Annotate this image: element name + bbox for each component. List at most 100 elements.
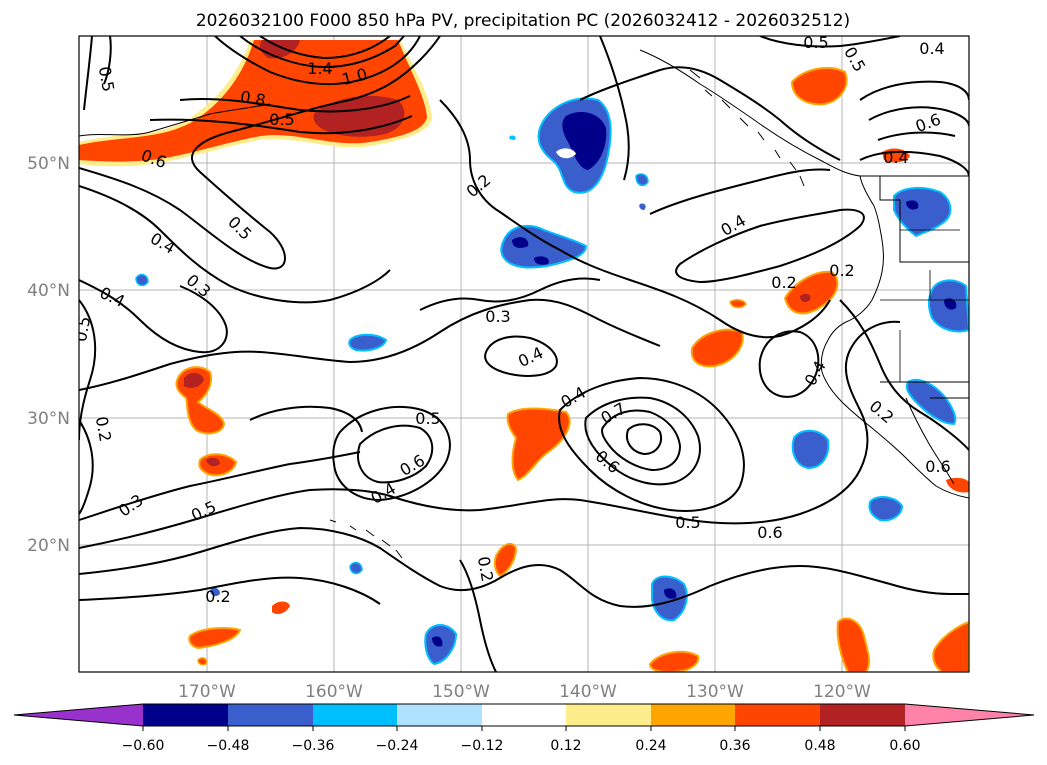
neg-e-3 xyxy=(791,429,830,470)
pv-contour-gulf-3 xyxy=(649,168,831,215)
pv-contour-ne-loop xyxy=(859,150,969,177)
precip-offshore-small xyxy=(729,299,747,309)
precip-se-1 xyxy=(836,617,871,672)
pv-contour-west-2 xyxy=(79,299,97,441)
precip-hawaii-east xyxy=(493,542,518,578)
colorbar-tick-label: 0.48 xyxy=(804,738,835,754)
colorbar-tick-label: 0.36 xyxy=(719,738,750,754)
colorbar-segment xyxy=(566,704,651,726)
lat-label-40n: 40°N xyxy=(27,281,70,301)
colorbar-tick-labels: −0.60 −0.48 −0.36 −0.24 −0.12 0.12 0.24 … xyxy=(122,738,921,754)
colorbar-segment xyxy=(14,704,143,726)
neg-s-tiny xyxy=(210,587,220,597)
precip-offshore-1 xyxy=(690,328,744,368)
contour-label: 0.2 xyxy=(92,415,115,443)
pv-contour-south-2 xyxy=(79,320,901,549)
colorbar-tick-label: −0.12 xyxy=(461,738,504,754)
colorbar-segment xyxy=(397,704,482,726)
pv-contour-gulf xyxy=(579,66,841,161)
neg-mid-west-max xyxy=(512,237,549,265)
lon-label-160w: 160°W xyxy=(305,682,363,702)
pv-contour-south-3 xyxy=(79,526,969,608)
neg-hi-small xyxy=(349,561,363,575)
contour-label: 0.5 xyxy=(95,65,118,93)
border-states xyxy=(880,229,969,382)
neg-e-4 xyxy=(868,496,904,522)
pv-contour-west-3 xyxy=(79,419,94,515)
contour-label: 0.5 xyxy=(803,33,828,52)
contour-label: 0.6 xyxy=(925,457,950,476)
colorbar-segment xyxy=(313,704,397,726)
colorbar-segment xyxy=(651,704,735,726)
lon-label-130w: 130°W xyxy=(686,682,744,702)
precip-sw-1 xyxy=(272,601,290,614)
precip-west-2-max xyxy=(206,457,220,467)
pv-contour-hawaii-loop xyxy=(357,424,434,484)
pv-contour-nw xyxy=(83,36,112,111)
pv-contour-west xyxy=(79,279,228,354)
pv-contour-aleutian-2 xyxy=(79,185,391,304)
contour-label: 0.2 xyxy=(771,273,796,292)
contour-label: 1.4 xyxy=(307,59,332,78)
precip-negative xyxy=(135,97,969,666)
pv-contour-mid xyxy=(79,298,661,391)
coastlines xyxy=(79,49,969,559)
colorbar-segment xyxy=(735,704,820,726)
pv-contour-north-right xyxy=(759,36,901,48)
neg-e-1-max xyxy=(944,298,957,310)
neg-small-3 xyxy=(509,135,516,140)
gridlines xyxy=(79,36,969,672)
latitude-axis: 50°N 40°N 30°N 20°N xyxy=(27,154,70,556)
lat-label-20n: 20°N xyxy=(27,536,70,556)
colorbar-tick-label: 0.24 xyxy=(635,738,666,754)
contour-label: 0.4 xyxy=(883,148,908,167)
neg-small-2 xyxy=(639,203,646,210)
pv-contour-north-mid xyxy=(599,36,630,181)
neg-s-1-max xyxy=(664,588,677,599)
contour-label: 0.3 xyxy=(485,307,510,326)
contour-label: 0.2 xyxy=(205,587,230,606)
colorbar-tick-label: −0.48 xyxy=(207,738,250,754)
coastline-bc-wa xyxy=(859,175,884,301)
contour-label: 0.4 xyxy=(919,39,944,58)
precip-se-2 xyxy=(932,620,969,672)
neg-mid-west xyxy=(500,224,588,269)
map-frame xyxy=(78,35,970,673)
contour-label: 0.6 xyxy=(757,523,782,542)
colorbar-tick-label: 0.12 xyxy=(550,738,581,754)
neg-small-1 xyxy=(635,173,649,187)
pv-contour-aleutian-6 xyxy=(179,95,411,113)
coastline-alaska-islands xyxy=(689,69,805,187)
lon-label-140w: 140°W xyxy=(559,682,617,702)
colorbar-segment xyxy=(143,704,228,726)
pv-contour-aleutian-7 xyxy=(149,115,413,135)
pv-contour-hawaii-loop-2 xyxy=(332,406,451,502)
pv-contour-south-1 xyxy=(79,451,361,521)
contour-label: 0.5 xyxy=(71,315,94,343)
colorbar-tick-label: −0.60 xyxy=(122,738,165,754)
precip-gulf-ne xyxy=(790,66,848,106)
colorbar: −0.60 −0.48 −0.36 −0.24 −0.12 0.12 0.24 … xyxy=(13,703,1035,754)
neg-e-2 xyxy=(905,378,957,426)
coastline-alaska xyxy=(79,49,969,177)
pv-contour-ne xyxy=(859,80,969,141)
colorbar-segment xyxy=(820,704,905,726)
contour-label: 0.5 xyxy=(415,409,440,428)
contour-label: 0.8 xyxy=(239,87,267,110)
colorbar-tick-label: −0.36 xyxy=(292,738,335,754)
colorbar-segment xyxy=(228,704,313,726)
contour-label: 0.5 xyxy=(269,110,294,129)
colorbar-tick-label: 0.60 xyxy=(889,738,920,754)
pv-contour-central-2 xyxy=(419,277,601,311)
precip-california-max xyxy=(800,293,811,303)
pv-contour-center-1 xyxy=(558,376,745,512)
neg-s-2-max xyxy=(432,636,443,647)
lat-label-30n: 30°N xyxy=(27,409,70,429)
precip-sw-2 xyxy=(188,627,242,650)
precip-baja xyxy=(946,477,969,493)
neg-mid-small xyxy=(348,333,388,352)
pv-contour-aleutian-3 xyxy=(214,36,421,86)
precip-sw-3 xyxy=(197,657,208,666)
contour-label: 0.5 xyxy=(675,513,700,532)
